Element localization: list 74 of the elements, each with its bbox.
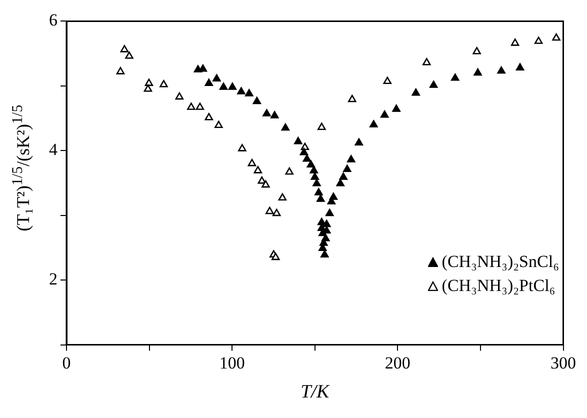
point	[248, 158, 256, 166]
point	[336, 178, 344, 186]
point	[318, 122, 326, 130]
y-tick-label: 6	[49, 10, 58, 30]
point	[306, 160, 316, 168]
point	[160, 80, 168, 88]
y-tick-label: 2	[49, 270, 58, 289]
point	[552, 33, 560, 41]
point	[116, 67, 125, 74]
point	[262, 109, 271, 116]
x-axis-title: T/K	[300, 382, 330, 403]
point	[238, 144, 246, 152]
point	[144, 84, 152, 92]
point	[370, 120, 378, 128]
point	[516, 63, 524, 70]
point	[120, 45, 129, 52]
point	[474, 68, 482, 76]
point	[497, 66, 506, 74]
point	[347, 155, 356, 162]
point	[300, 148, 308, 156]
point	[316, 194, 325, 202]
point	[310, 172, 319, 180]
point	[278, 193, 287, 201]
point	[196, 102, 204, 110]
point	[339, 172, 348, 180]
point	[422, 58, 431, 66]
x-tick-label: 300	[550, 353, 576, 372]
point	[219, 82, 228, 90]
point	[252, 96, 262, 104]
point	[285, 167, 294, 175]
point	[187, 102, 196, 110]
point	[272, 252, 280, 260]
legend-label: (CH₃NH₃)₂PtCl₆	[442, 275, 556, 297]
point	[175, 92, 184, 100]
point	[270, 111, 279, 118]
point	[354, 138, 364, 146]
point	[329, 192, 338, 200]
point	[322, 220, 331, 228]
point	[266, 206, 274, 214]
point	[125, 52, 134, 59]
point	[510, 38, 520, 46]
point	[281, 123, 290, 131]
x-tick-label: 0	[62, 353, 71, 372]
point	[343, 164, 352, 172]
point	[245, 89, 254, 96]
point	[534, 36, 543, 44]
point	[237, 87, 246, 94]
point	[204, 112, 214, 120]
point	[380, 110, 389, 118]
point	[472, 46, 481, 54]
point	[144, 78, 154, 86]
point	[348, 94, 356, 102]
point	[302, 154, 312, 162]
point	[228, 82, 237, 90]
point	[326, 208, 334, 216]
point	[272, 208, 281, 216]
x-tick-label: 200	[384, 353, 410, 372]
y-tick-label: 4	[49, 140, 58, 160]
point	[204, 78, 214, 86]
point	[262, 180, 270, 188]
point	[214, 120, 223, 128]
point	[429, 80, 438, 88]
point	[314, 188, 323, 196]
point	[254, 166, 262, 174]
point	[412, 88, 420, 96]
point	[383, 76, 392, 84]
x-tick-label: 100	[219, 353, 245, 372]
point	[392, 104, 400, 112]
point	[320, 250, 329, 258]
point	[312, 178, 321, 186]
point	[212, 74, 221, 82]
point	[451, 74, 460, 81]
point	[294, 136, 302, 144]
legend-label: (CH₃NH₃)₂SnCl₆	[442, 251, 559, 273]
